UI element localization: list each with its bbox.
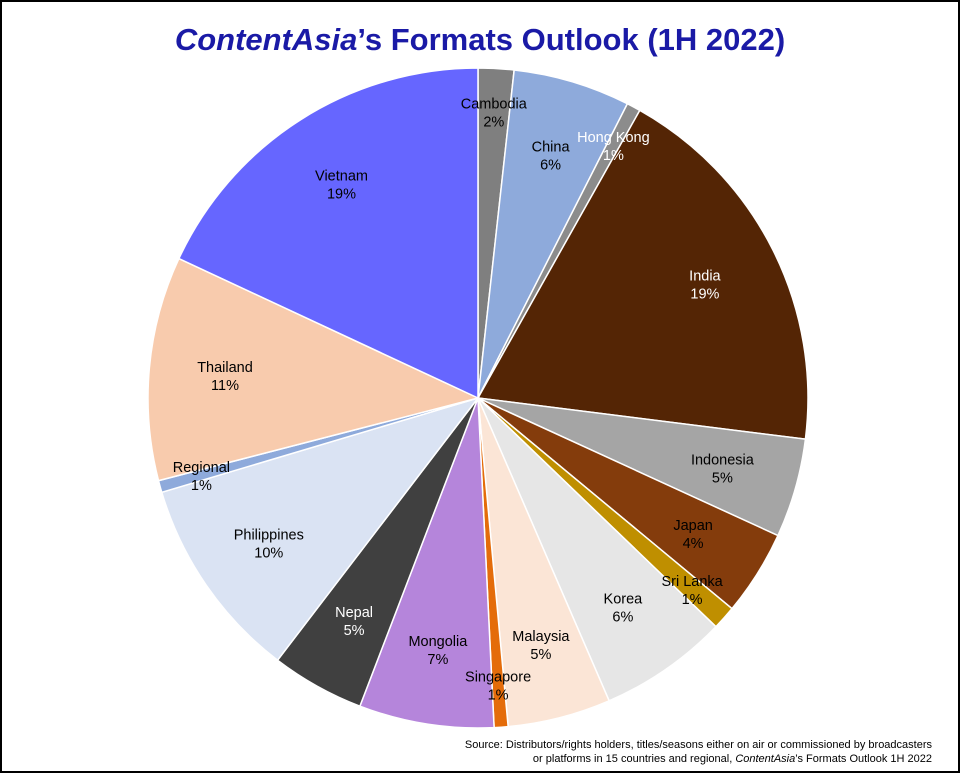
slice-label-hong-kong: Hong Kong 1%	[577, 130, 650, 164]
slice-value-nepal: 5%	[344, 623, 365, 639]
slice-name-regional: Regional	[173, 460, 230, 476]
slice-name-nepal: Nepal	[335, 605, 373, 621]
slice-value-sri-lanka: 1%	[682, 592, 703, 608]
slice-label-regional: Regional 1%	[173, 460, 230, 494]
slice-value-thailand: 11%	[211, 378, 239, 394]
slice-label-mongolia: Mongolia 7%	[408, 634, 468, 668]
slice-name-philippines: Philippines	[234, 527, 304, 543]
chart-title-rest: ’s Formats Outlook (1H 2022)	[357, 22, 786, 57]
source-line-2-start: or platforms in 15 countries and regiona…	[532, 753, 736, 765]
pie-slice-thailand	[147, 257, 481, 482]
slice-name-singapore: Singapore	[465, 669, 531, 685]
source-line-2-end: ’s Formats Outlook 1H 2022	[795, 753, 932, 765]
slice-value-korea: 6%	[612, 610, 633, 626]
slice-name-sri-lanka: Sri Lanka	[661, 574, 723, 590]
slice-name-indonesia: Indonesia	[691, 453, 755, 469]
slice-label-philippines: Philippines 10%	[234, 527, 304, 561]
slice-label-sri-lanka: Sri Lanka 1%	[661, 574, 723, 608]
chart-title: ContentAsia’s Formats Outlook (1H 2022)	[2, 22, 958, 58]
slice-value-hong-kong: 1%	[603, 148, 624, 164]
pie-slice-korea	[477, 397, 717, 702]
slice-label-cambodia: Cambodia 2%	[461, 96, 528, 130]
slice-value-malaysia: 5%	[530, 647, 551, 663]
slice-name-mongolia: Mongolia	[408, 634, 468, 650]
slice-name-china: China	[532, 140, 571, 156]
slice-name-japan: Japan	[673, 518, 713, 534]
pie-slice-india	[476, 109, 809, 440]
slice-label-thailand: Thailand 11%	[197, 360, 253, 394]
slice-label-vietnam: Vietnam 19%	[315, 169, 368, 203]
slice-name-hong-kong: Hong Kong	[577, 130, 650, 146]
slice-label-india: India 19%	[689, 269, 721, 303]
slice-value-singapore: 1%	[488, 687, 509, 703]
slice-label-japan: Japan 4%	[673, 518, 713, 552]
slice-label-indonesia: Indonesia 5%	[691, 453, 755, 487]
slice-value-china: 6%	[540, 158, 561, 174]
source-line-1: Source: Distributors/rights holders, tit…	[464, 739, 932, 751]
pie-labels: Cambodia 2% China 6% Hong Kong 1% India 19% Indo…	[173, 96, 755, 703]
pie-slice-philippines	[160, 396, 480, 662]
slice-name-thailand: Thailand	[197, 360, 253, 376]
slice-label-korea: Korea 6%	[604, 592, 644, 626]
slice-value-regional: 1%	[191, 478, 212, 494]
pie-slice-mongolia	[358, 397, 495, 729]
pie-slices	[147, 67, 809, 729]
slice-name-vietnam: Vietnam	[315, 169, 368, 185]
slice-name-malaysia: Malaysia	[512, 629, 570, 645]
source-line-2-brand: ContentAsia	[735, 753, 796, 765]
slice-value-philippines: 10%	[254, 545, 283, 561]
slice-name-cambodia: Cambodia	[461, 96, 528, 112]
source-line-2: or platforms in 15 countries and regiona…	[465, 752, 932, 766]
chart-title-brand: ContentAsia	[174, 22, 358, 57]
slice-value-vietnam: 19%	[327, 187, 356, 203]
slice-name-india: India	[689, 269, 721, 285]
slice-value-mongolia: 7%	[427, 652, 448, 668]
slice-label-singapore: Singapore 1%	[465, 669, 531, 703]
slice-name-korea: Korea	[604, 592, 644, 608]
source-note: Source: Distributors/rights holders, tit…	[465, 738, 932, 766]
slice-label-malaysia: Malaysia 5%	[512, 629, 570, 663]
slice-value-japan: 4%	[683, 536, 704, 552]
slice-value-india: 19%	[690, 287, 719, 303]
slice-label-nepal: Nepal 5%	[335, 605, 373, 639]
slice-value-indonesia: 5%	[712, 471, 733, 487]
pie-slice-vietnam	[177, 67, 479, 400]
slice-value-cambodia: 2%	[483, 114, 504, 130]
slice-label-china: China 6%	[532, 140, 571, 174]
